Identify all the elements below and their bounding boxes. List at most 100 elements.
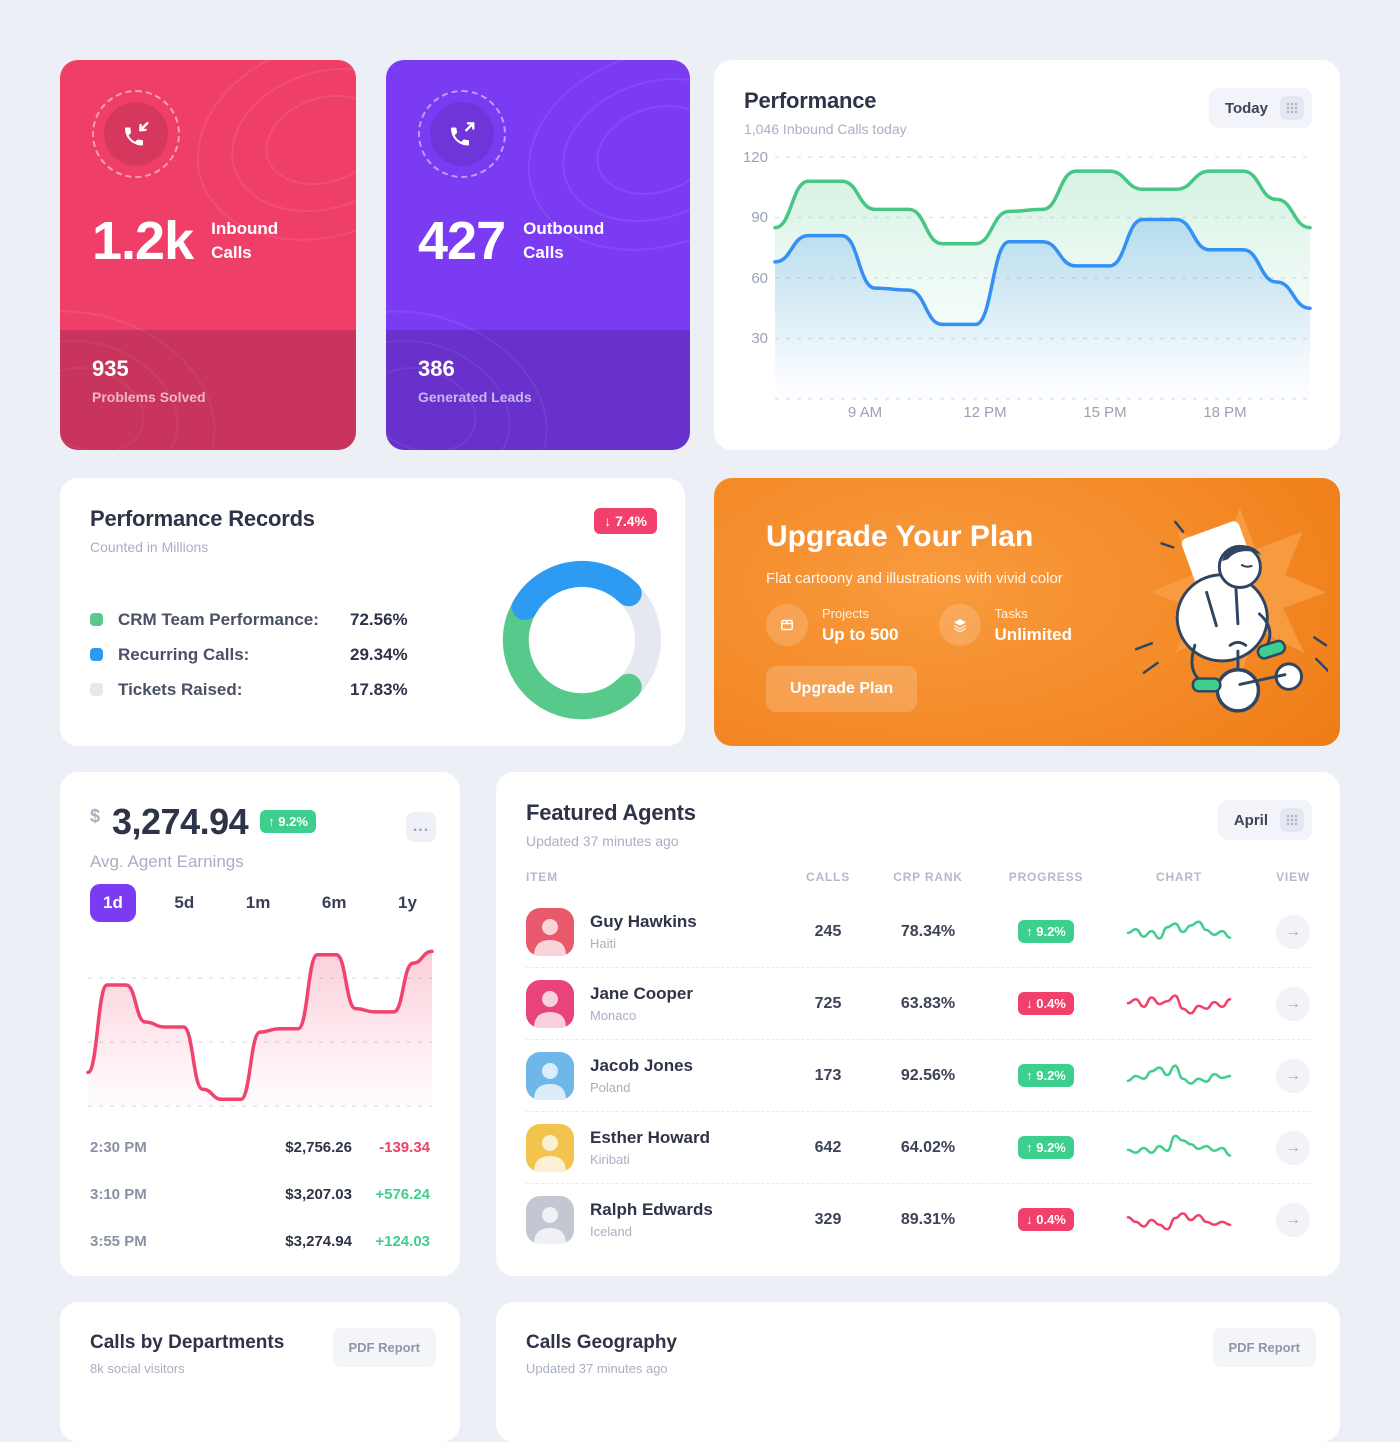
pdf-report-button[interactable]: PDF Report bbox=[332, 1328, 436, 1367]
upgrade-illustration bbox=[1134, 508, 1328, 713]
agents-table: Guy Hawkins Haiti 245 78.34% ↑ 9.2% → Ja… bbox=[526, 896, 1310, 1255]
stat-footer: 935 Problems Solved bbox=[60, 330, 356, 450]
table-row: Guy Hawkins Haiti 245 78.34% ↑ 9.2% → bbox=[526, 896, 1310, 967]
x-axis-tick: 9 AM bbox=[847, 404, 883, 421]
rank-cell: 89.31% bbox=[900, 1210, 956, 1228]
view-agent-button[interactable]: → bbox=[1276, 1130, 1310, 1165]
performance-card: Performance 1,046 Inbound Calls today To… bbox=[714, 60, 1340, 450]
upgrade-subtitle: Flat cartoony and illustrations with viv… bbox=[766, 570, 1063, 587]
footer-label: Generated Leads bbox=[418, 389, 532, 405]
agent-country: Poland bbox=[590, 1080, 631, 1095]
progress-badge: ↓ 0.4% bbox=[1018, 1208, 1074, 1231]
box-icon bbox=[766, 604, 808, 646]
performance-records-card: Performance Records Counted in Millions … bbox=[60, 478, 685, 746]
stat-value: 427 bbox=[418, 211, 506, 271]
agent-country: Iceland bbox=[590, 1224, 632, 1239]
tab-1m[interactable]: 1m bbox=[233, 884, 284, 922]
calendar-grid-icon bbox=[1280, 808, 1304, 832]
records-change-badge: ↓ 7.4% bbox=[594, 508, 657, 534]
feature-tasks: Tasks Unlimited bbox=[938, 604, 1072, 646]
calls-cell: 173 bbox=[814, 1066, 842, 1084]
agent-name: Jacob Jones bbox=[590, 1056, 693, 1075]
pdf-report-button[interactable]: PDF Report bbox=[1212, 1328, 1316, 1367]
card-subtitle: Updated 37 minutes ago bbox=[526, 1361, 668, 1376]
calls-cell: 329 bbox=[814, 1210, 842, 1228]
agent-name: Esther Howard bbox=[590, 1128, 710, 1147]
arrow-right-icon: → bbox=[1285, 1210, 1301, 1228]
legend-dot-blue bbox=[90, 648, 103, 661]
earnings-change-badge: ↑ 9.2% bbox=[260, 810, 316, 833]
card-subtitle: 1,046 Inbound Calls today bbox=[744, 121, 907, 137]
y-axis-tick: 90 bbox=[751, 209, 768, 226]
tab-1y[interactable]: 1y bbox=[385, 884, 430, 922]
x-axis-tick: 12 PM bbox=[963, 404, 1007, 421]
table-header: ITEM CALLS CRP RANK PROGRESS CHART VIEW bbox=[526, 870, 1310, 884]
card-title: Calls Geography bbox=[526, 1332, 677, 1353]
donut-chart bbox=[502, 560, 662, 720]
view-agent-button[interactable]: → bbox=[1276, 914, 1310, 949]
phone-inbound-icon bbox=[92, 90, 180, 178]
agent-name: Ralph Edwards bbox=[590, 1200, 713, 1219]
featured-agents-card: Featured Agents Updated 37 minutes ago A… bbox=[496, 772, 1340, 1276]
avatar bbox=[526, 979, 574, 1028]
rank-cell: 92.56% bbox=[900, 1066, 956, 1084]
sparkline-chart bbox=[1126, 1211, 1232, 1231]
legend-item: Recurring Calls: 29.34% bbox=[90, 637, 442, 672]
view-agent-button[interactable]: → bbox=[1276, 986, 1310, 1021]
calls-geography-card: Calls Geography Updated 37 minutes ago P… bbox=[496, 1302, 1340, 1442]
card-title: Performance bbox=[744, 88, 877, 113]
layers-icon bbox=[938, 604, 981, 646]
progress-badge: ↑ 9.2% bbox=[1018, 920, 1074, 943]
sparkline-chart bbox=[1126, 1134, 1232, 1157]
y-axis-tick: 120 bbox=[742, 149, 768, 166]
agent-country: Monaco bbox=[590, 1008, 637, 1023]
view-agent-button[interactable]: → bbox=[1276, 1058, 1310, 1093]
card-title: Featured Agents bbox=[526, 800, 696, 825]
arrow-right-icon: → bbox=[1285, 1066, 1301, 1084]
progress-badge: ↓ 0.4% bbox=[1018, 992, 1074, 1015]
footer-value: 935 bbox=[92, 356, 129, 381]
earnings-area-chart bbox=[86, 949, 434, 1107]
y-axis-tick: 60 bbox=[751, 270, 768, 287]
earnings-subtitle: Avg. Agent Earnings bbox=[90, 852, 244, 871]
table-row: Jane Cooper Monaco 725 63.83% ↓ 0.4% → bbox=[526, 967, 1310, 1039]
rank-cell: 78.34% bbox=[900, 922, 956, 940]
earnings-row: 3:10 PM $3,207.03 +576.24 bbox=[90, 1186, 430, 1203]
outbound-calls-card: 427 Outbound Calls 386 Generated Leads bbox=[386, 60, 690, 450]
sparkline-chart bbox=[1126, 1063, 1232, 1085]
agent-country: Haiti bbox=[590, 936, 617, 951]
plan-features: Projects Up to 500 Tasks Unlimited bbox=[766, 604, 1072, 646]
upgrade-plan-button[interactable]: Upgrade Plan bbox=[766, 666, 918, 712]
stat-label: Outbound Calls bbox=[523, 219, 605, 262]
rank-cell: 63.83% bbox=[900, 994, 956, 1012]
avatar bbox=[526, 907, 574, 956]
progress-badge: ↑ 9.2% bbox=[1018, 1064, 1074, 1087]
calls-cell: 642 bbox=[814, 1138, 842, 1156]
sparkline-chart bbox=[1126, 993, 1232, 1015]
arrow-right-icon: → bbox=[1285, 1138, 1301, 1156]
legend-item: CRM Team Performance: 72.56% bbox=[90, 602, 442, 637]
tab-1d[interactable]: 1d bbox=[90, 884, 136, 922]
tab-6m[interactable]: 6m bbox=[309, 884, 360, 922]
earnings-history: 2:30 PM $2,756.26 -139.34 3:10 PM $3,207… bbox=[90, 1124, 430, 1265]
calls-cell: 245 bbox=[814, 922, 842, 940]
avatar bbox=[526, 1051, 574, 1100]
y-axis-tick: 30 bbox=[751, 330, 768, 347]
more-menu-button[interactable]: ... bbox=[406, 812, 436, 842]
calendar-grid-icon bbox=[1280, 96, 1304, 120]
arrow-right-icon: → bbox=[1285, 994, 1301, 1012]
rank-cell: 64.02% bbox=[900, 1138, 956, 1156]
stat-footer: 386 Generated Leads bbox=[386, 330, 690, 450]
avatar bbox=[526, 1195, 574, 1244]
inbound-calls-card: 1.2k Inbound Calls 935 Problems Solved bbox=[60, 60, 356, 450]
month-range-button[interactable]: April bbox=[1217, 800, 1312, 840]
footer-value: 386 bbox=[418, 356, 455, 381]
agent-name: Jane Cooper bbox=[590, 984, 693, 1003]
tab-5d[interactable]: 5d bbox=[161, 884, 207, 922]
card-subtitle: Updated 37 minutes ago bbox=[526, 833, 679, 849]
upgrade-title: Upgrade Your Plan bbox=[766, 520, 1034, 553]
avatar bbox=[526, 1123, 574, 1172]
date-range-button[interactable]: Today bbox=[1208, 88, 1312, 128]
view-agent-button[interactable]: → bbox=[1276, 1202, 1310, 1237]
stat-label: Inbound Calls bbox=[211, 219, 279, 262]
